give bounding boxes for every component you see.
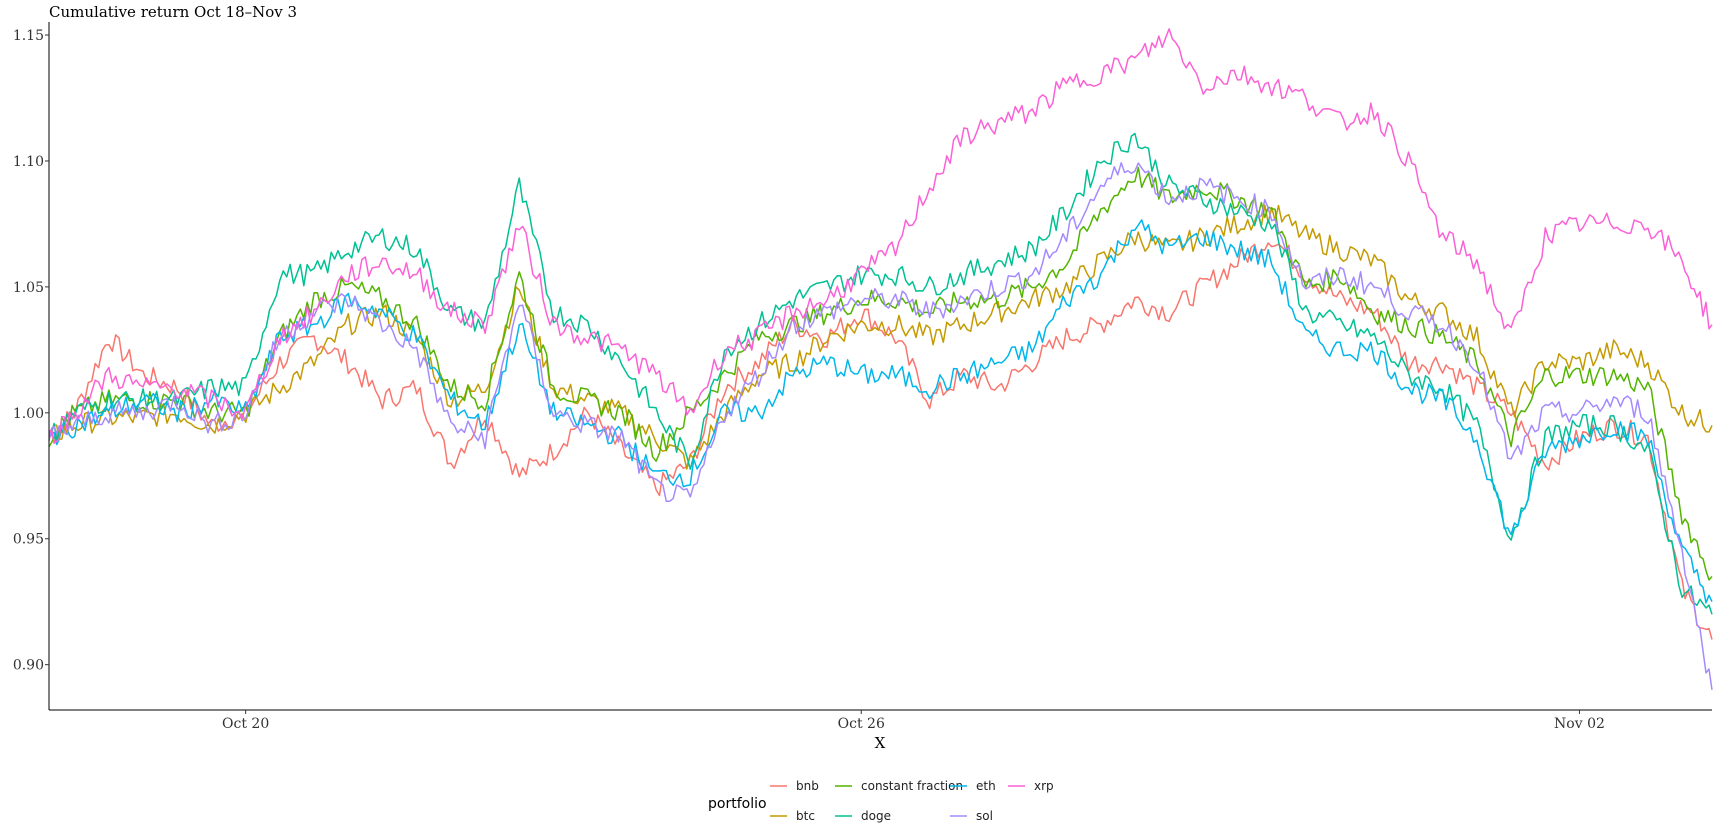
legend-label-btc: btc [796,809,815,823]
y-tick-label: 0.95 [13,532,44,548]
x-axis: Oct 20 Oct 26 Nov 02 [49,709,1712,732]
series-line-bnb [48,242,1713,640]
legend-label-bnb: bnb [796,779,819,793]
series-line-sol [48,162,1713,691]
series-line-btc [48,204,1713,470]
y-tick-label: 1.10 [13,154,44,170]
legend-title: portfolio [708,796,767,812]
x-axis-label: X [875,734,886,752]
x-tick-label: Oct 26 [838,716,885,732]
legend-label-constant-fraction: constant fraction [861,779,963,793]
y-axis: 0.90 0.95 1.00 1.05 1.10 1.15 [13,22,50,710]
y-tick-label: 1.05 [13,280,44,296]
series-line-doge [48,132,1713,615]
legend: portfolio bnb btc constant fraction doge eth… [708,779,1054,823]
y-tick-label: 1.00 [13,406,44,422]
legend-label-eth: eth [976,779,996,793]
legend-label-sol: sol [976,809,993,823]
y-tick-label: 1.15 [13,28,44,44]
legend-label-xrp: xrp [1034,779,1054,793]
chart-title: Cumulative return Oct 18–Nov 3 [49,3,297,21]
plot-lines [48,28,1713,691]
y-tick-label: 0.90 [13,658,44,674]
x-tick-label: Nov 02 [1554,716,1605,732]
series-line-xrp [48,28,1713,445]
legend-label-doge: doge [861,809,891,823]
x-tick-label: Oct 20 [222,716,269,732]
series-line-eth [48,219,1713,604]
